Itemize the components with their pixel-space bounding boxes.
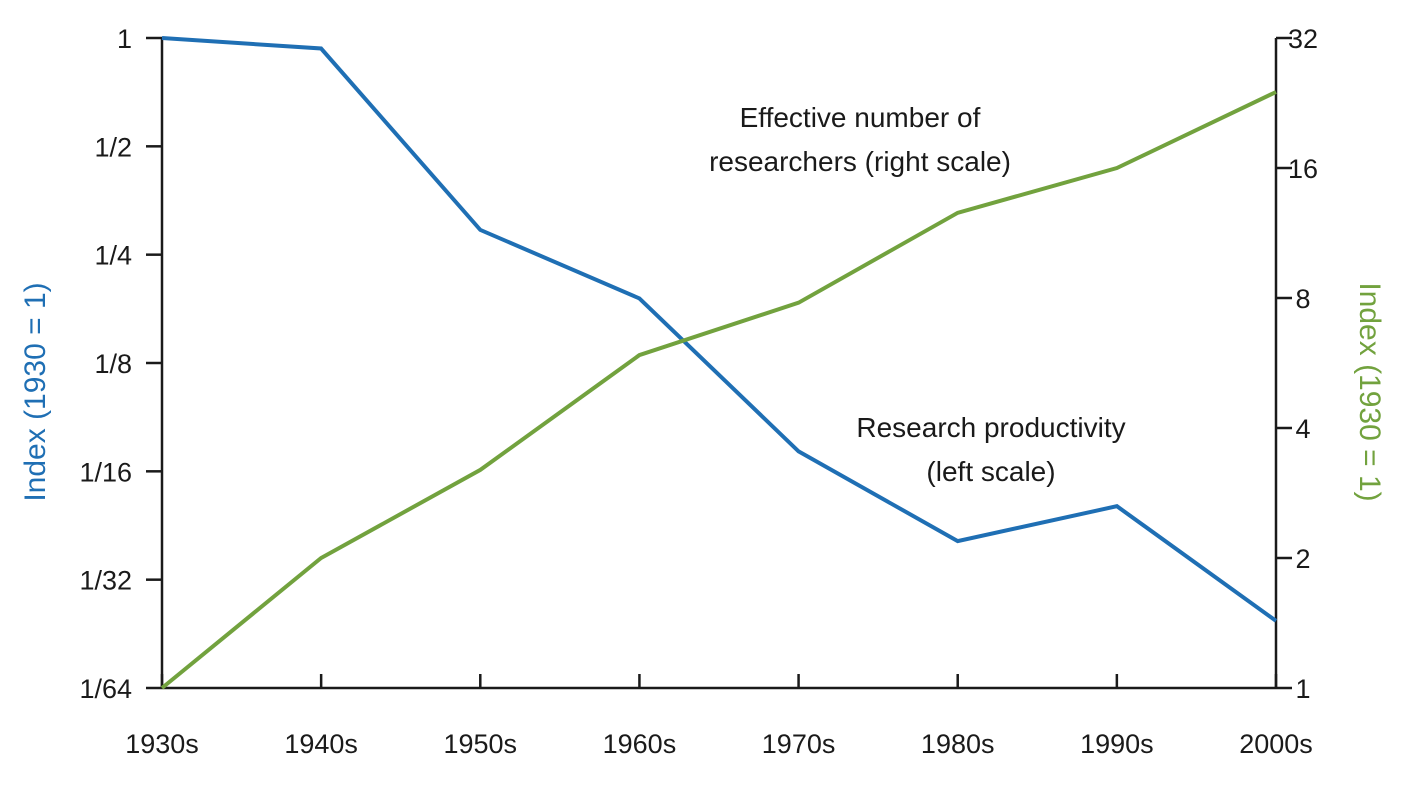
- axes: [146, 36, 1292, 690]
- tick-labels: 1 1/2 1/4 1/8 1/16 1/32 1/64 32 16 8 4 2 1 1930s 1940s…: [79, 24, 1318, 759]
- x-tick-label: 1940s: [284, 729, 358, 759]
- right-tick-label: 16: [1288, 154, 1318, 184]
- annotation-researchers-line-1: Effective number of: [740, 102, 981, 133]
- right-tick-label: 32: [1288, 24, 1318, 54]
- x-tick-label: 1950s: [443, 729, 517, 759]
- x-tick-label: 1980s: [921, 729, 995, 759]
- right-tick-label: 8: [1295, 284, 1310, 314]
- left-tick-label: 1/4: [94, 241, 132, 271]
- series-line-research-productivity: [161, 36, 1278, 623]
- x-tick-label: 1930s: [125, 729, 199, 759]
- x-tick-label: 1970s: [762, 729, 836, 759]
- left-axis-label: Index (1930 = 1): [19, 282, 52, 501]
- series-line-effective-researchers: [160, 90, 1277, 690]
- right-axis-label: Index (1930 = 1): [1353, 282, 1386, 501]
- left-tick-label: 1/32: [79, 566, 132, 596]
- x-tick-label: 1960s: [603, 729, 677, 759]
- left-tick-label: 1/16: [79, 457, 132, 487]
- x-tick-label: 1990s: [1080, 729, 1154, 759]
- right-tick-label: 1: [1295, 674, 1310, 704]
- right-tick-label: 4: [1295, 414, 1310, 444]
- left-tick-label: 1/2: [94, 132, 132, 162]
- annotation-researchers-line-2: researchers (right scale): [709, 146, 1011, 177]
- left-tick-label: 1/8: [94, 349, 132, 379]
- annotation-productivity-line-1: Research productivity: [856, 412, 1125, 443]
- right-tick-label: 2: [1295, 544, 1310, 574]
- annotation-productivity-line-2: (left scale): [926, 456, 1055, 487]
- x-tick-label: 2000s: [1239, 729, 1313, 759]
- series-lines: [160, 36, 1278, 690]
- left-tick-label: 1/64: [79, 674, 132, 704]
- left-tick-label: 1: [117, 24, 132, 54]
